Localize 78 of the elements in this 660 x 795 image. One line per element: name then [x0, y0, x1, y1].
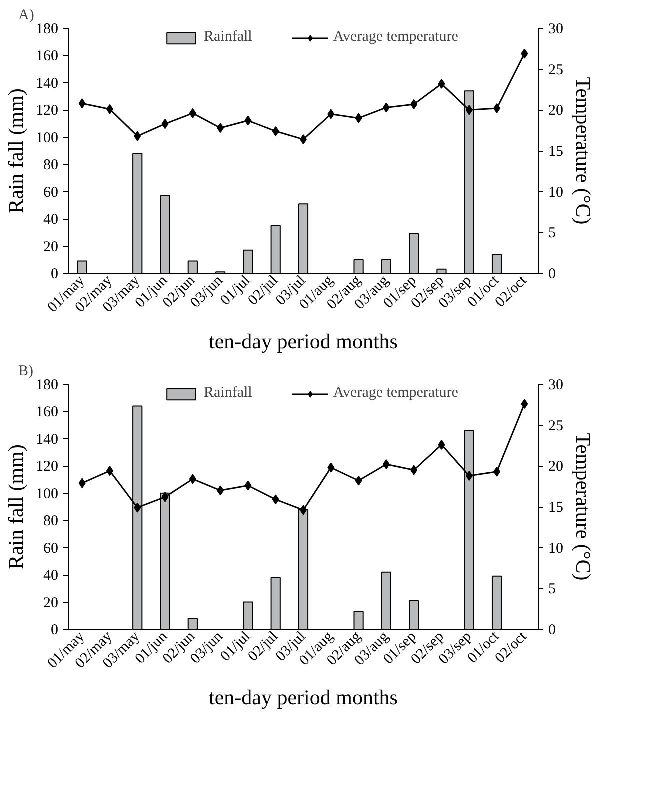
- point: [106, 104, 114, 114]
- point: [521, 48, 528, 59]
- point: [410, 99, 418, 110]
- y2-tick-label: 0: [548, 266, 556, 282]
- y2-tick-label: 15: [548, 144, 564, 160]
- y2-tick-label: 25: [548, 62, 564, 78]
- legend-label: Average temperature: [333, 385, 458, 402]
- point: [494, 466, 501, 477]
- point: [328, 109, 335, 120]
- y2-tick-label: 0: [548, 622, 556, 638]
- point: [244, 116, 252, 126]
- y2-tick-label: 10: [548, 184, 564, 201]
- y-tick-label: 20: [44, 239, 58, 256]
- y2-tick-label: 30: [548, 22, 564, 38]
- point: [244, 480, 252, 491]
- point: [106, 466, 114, 476]
- point: [272, 494, 280, 505]
- point: [189, 474, 196, 484]
- point: [78, 98, 86, 109]
- point: [438, 79, 446, 90]
- y-tick-label: 40: [44, 568, 58, 584]
- y2-tick-label: 5: [548, 582, 556, 598]
- legend-label: Average temperature: [333, 29, 458, 46]
- y-tick-label: 60: [44, 184, 58, 201]
- y-tick-label: 160: [36, 404, 58, 421]
- point: [438, 440, 446, 450]
- y-tick-label: 120: [36, 103, 58, 120]
- y-tick-label: 180: [36, 378, 58, 394]
- y-tick-label: 160: [36, 48, 58, 65]
- y-axis-title: Rain fall (mm): [4, 444, 28, 570]
- y-tick-label: 80: [44, 158, 58, 174]
- y2-axis-title: Temperature (°C): [572, 77, 596, 225]
- point: [466, 105, 473, 116]
- y2-tick-label: 15: [548, 500, 564, 516]
- point: [78, 478, 86, 488]
- point: [494, 104, 501, 114]
- y-tick-label: 120: [36, 459, 58, 476]
- x-axis-title: ten-day period months: [209, 330, 398, 354]
- point: [272, 126, 280, 136]
- y-tick-label: 100: [36, 130, 58, 146]
- y-tick-label: 140: [36, 76, 58, 92]
- point: [521, 399, 528, 410]
- point: [217, 486, 224, 496]
- point: [134, 502, 142, 513]
- point: [355, 476, 362, 486]
- text: B): [18, 364, 34, 380]
- point: [410, 465, 418, 476]
- y2-tick-label: 20: [548, 103, 564, 120]
- y-tick-label: 60: [44, 540, 58, 557]
- y-tick-label: 100: [36, 486, 58, 502]
- point: [466, 470, 473, 481]
- point: [382, 460, 390, 470]
- y2-tick-label: 30: [548, 378, 564, 394]
- y2-axis-title: Temperature (°C): [572, 433, 596, 581]
- point: [328, 462, 335, 473]
- y2-tick-label: 25: [548, 418, 564, 434]
- legend-label: Rainfall: [204, 385, 252, 402]
- point: [162, 119, 169, 130]
- point: [217, 123, 224, 134]
- x-axis-title: ten-day period months: [209, 686, 398, 710]
- y2-tick-label: 5: [548, 226, 556, 242]
- point: [382, 102, 390, 113]
- y-tick-label: 180: [36, 22, 58, 38]
- point: [134, 131, 142, 142]
- y-tick-label: 0: [51, 266, 58, 282]
- y-tick-label: 40: [44, 212, 58, 228]
- point: [162, 492, 169, 502]
- y2-tick-label: 20: [548, 459, 564, 476]
- y-tick-label: 0: [51, 622, 58, 638]
- text: A): [18, 8, 34, 24]
- point: [355, 113, 362, 124]
- y2-tick-label: 10: [548, 540, 564, 557]
- legend-label: Rainfall: [204, 29, 252, 46]
- y-tick-label: 140: [36, 432, 58, 448]
- point: [189, 108, 196, 118]
- y-tick-label: 80: [44, 514, 58, 530]
- y-axis-title: Rain fall (mm): [4, 88, 28, 214]
- y-tick-label: 20: [44, 595, 58, 612]
